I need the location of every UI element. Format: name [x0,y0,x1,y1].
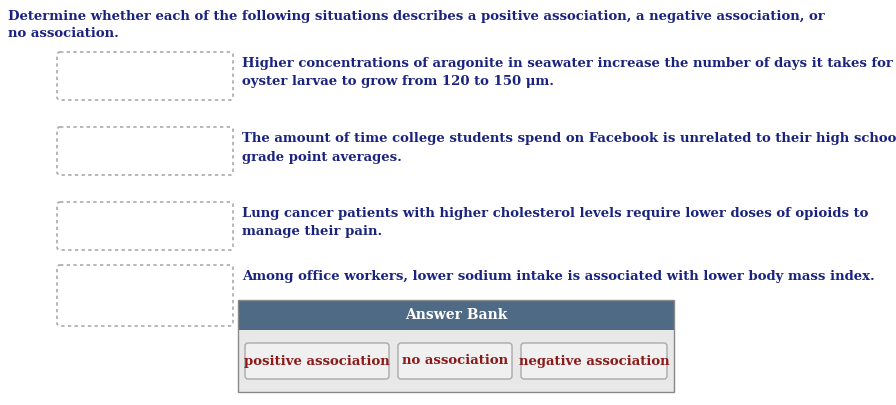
Text: positive association: positive association [244,354,390,367]
Text: Lung cancer patients with higher cholesterol levels require lower doses of opioi: Lung cancer patients with higher cholest… [242,207,868,239]
Text: Determine whether each of the following situations describes a positive associat: Determine whether each of the following … [8,10,824,23]
Bar [238,330,674,392]
Text: Answer Bank: Answer Bank [405,308,507,322]
Text: The amount of time college students spend on Facebook is unrelated to their high: The amount of time college students spen… [242,132,896,164]
FancyBboxPatch shape [521,343,667,379]
Text: Higher concentrations of aragonite in seawater increase the number of days it ta: Higher concentrations of aragonite in se… [242,57,893,89]
FancyBboxPatch shape [245,343,389,379]
Text: no association: no association [402,354,508,367]
FancyBboxPatch shape [398,343,512,379]
Text: Among office workers, lower sodium intake is associated with lower body mass ind: Among office workers, lower sodium intak… [242,270,874,283]
Bar [238,300,674,330]
Text: no association.: no association. [8,27,119,40]
Text: negative association: negative association [519,354,669,367]
Bar [238,300,674,392]
